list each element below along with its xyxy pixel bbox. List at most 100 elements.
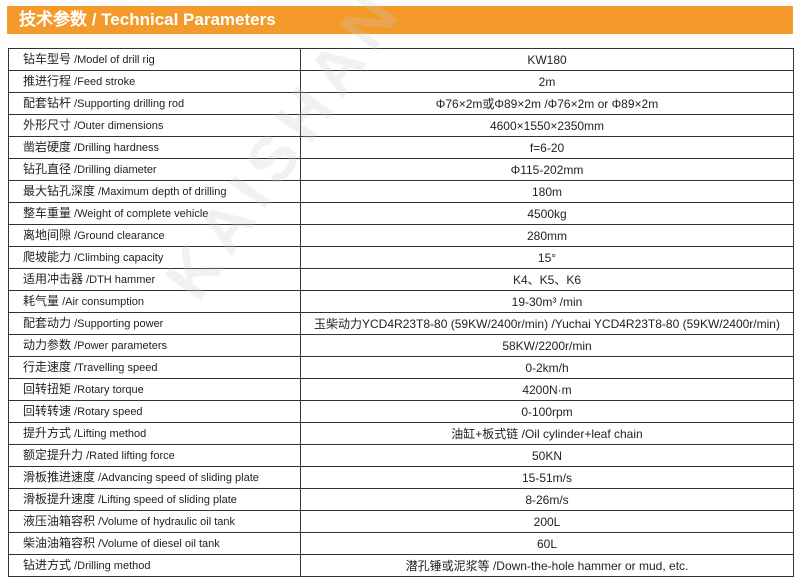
- parameter-value: Φ76×2m或Φ89×2m /Φ76×2m or Φ89×2m: [300, 92, 794, 115]
- parameter-name-zh: 钻孔直径: [23, 162, 72, 176]
- table-row: 整车重量 /Weight of complete vehicle 4500kg: [8, 202, 794, 225]
- parameter-name-en: /Feed stroke: [71, 76, 136, 88]
- parameter-value: 200L: [300, 510, 794, 533]
- table-row: 推进行程 /Feed stroke 2m: [8, 70, 794, 93]
- table-row: 钻车型号 /Model of drill rig KW180: [8, 48, 794, 71]
- parameter-name-zh: 凿岩硬度: [23, 140, 72, 154]
- parameter-name-en: /Rated lifting force: [83, 450, 175, 462]
- table-row: 外形尺寸 /Outer dimensions 4600×1550×2350mm: [8, 114, 794, 137]
- table-row: 适用冲击器 /DTH hammer K4、K5、K6: [8, 268, 794, 291]
- table-row: 滑板提升速度 /Lifting speed of sliding plate 8-…: [8, 488, 794, 511]
- parameter-name: 最大钻孔深度 /Maximum depth of drilling: [8, 180, 301, 203]
- table-row: 耗气量 /Air consumption 19-30m³ /min: [8, 290, 794, 313]
- table-row: 提升方式 /Lifting method 油缸+板式链 /Oil cylinder…: [8, 422, 794, 445]
- parameter-name-zh: 配套动力: [23, 316, 72, 330]
- table-row: 额定提升力 /Rated lifting force 50KN: [8, 444, 794, 467]
- parameter-name-en: /Rotary torque: [71, 384, 144, 396]
- parameter-value: 50KN: [300, 444, 794, 467]
- table-row: 钻孔直径 /Drilling diameter Φ115-202mm: [8, 158, 794, 181]
- parameter-name-en: /Air consumption: [59, 296, 144, 308]
- section-header: 技术参数 / Technical Parameters: [7, 6, 793, 34]
- table-row: 行走速度 /Travelling speed 0-2km/h: [8, 356, 794, 379]
- parameter-name-zh: 最大钻孔深度: [23, 184, 96, 198]
- parameter-name: 额定提升力 /Rated lifting force: [8, 444, 301, 467]
- parameter-name-zh: 适用冲击器: [23, 272, 84, 286]
- parameter-name-zh: 外形尺寸: [23, 118, 72, 132]
- parameter-value: K4、K5、K6: [300, 268, 794, 291]
- parameter-name: 行走速度 /Travelling speed: [8, 356, 301, 379]
- parameter-name-zh: 爬坡能力: [23, 250, 72, 264]
- parameter-value: 19-30m³ /min: [300, 290, 794, 313]
- parameter-name-en: /Drilling hardness: [71, 142, 160, 154]
- table-row: 爬坡能力 /Climbing capacity 15°: [8, 246, 794, 269]
- parameter-name: 推进行程 /Feed stroke: [8, 70, 301, 93]
- parameter-name-en: /Drilling diameter: [71, 164, 157, 176]
- parameter-name: 配套钻杆 /Supporting drilling rod: [8, 92, 301, 115]
- parameter-name-zh: 额定提升力: [23, 448, 84, 462]
- parameter-name-en: /Model of drill rig: [71, 54, 155, 66]
- parameter-name-zh: 钻车型号: [23, 52, 72, 66]
- parameter-value: 180m: [300, 180, 794, 203]
- table-row: 回转扭矩 /Rotary torque 4200N·m: [8, 378, 794, 401]
- parameter-name-zh: 滑板推进速度: [23, 470, 96, 484]
- parameter-value: 60L: [300, 532, 794, 555]
- parameter-name: 整车重量 /Weight of complete vehicle: [8, 202, 301, 225]
- parameter-value: 2m: [300, 70, 794, 93]
- parameter-name: 液压油箱容积 /Volume of hydraulic oil tank: [8, 510, 301, 533]
- parameter-name-zh: 配套钻杆: [23, 96, 72, 110]
- parameters-table: 钻车型号 /Model of drill rig KW180 推进行程 /Feed …: [8, 48, 794, 577]
- table-row: 配套钻杆 /Supporting drilling rod Φ76×2m或Φ89×…: [8, 92, 794, 115]
- table-row: 柴油油箱容积 /Volume of diesel oil tank 60L: [8, 532, 794, 555]
- parameter-value: 4500kg: [300, 202, 794, 225]
- parameter-name-zh: 离地间隙: [23, 228, 72, 242]
- parameter-name-en: /Advancing speed of sliding plate: [95, 472, 259, 484]
- parameter-name: 提升方式 /Lifting method: [8, 422, 301, 445]
- parameter-name-en: /Supporting power: [71, 318, 164, 330]
- parameter-name-zh: 液压油箱容积: [23, 514, 96, 528]
- parameter-value: 280mm: [300, 224, 794, 247]
- parameter-value: 8-26m/s: [300, 488, 794, 511]
- parameter-value: 玉柴动力YCD4R23T8-80 (59KW/2400r/min) /Yucha…: [300, 312, 794, 335]
- parameter-value: 15-51m/s: [300, 466, 794, 489]
- parameter-name-zh: 滑板提升速度: [23, 492, 96, 506]
- parameter-name: 回转扭矩 /Rotary torque: [8, 378, 301, 401]
- parameter-name-en: /Rotary speed: [71, 406, 143, 418]
- parameter-name-zh: 柴油油箱容积: [23, 536, 96, 550]
- parameter-name: 钻车型号 /Model of drill rig: [8, 48, 301, 71]
- parameter-name-en: /Lifting speed of sliding plate: [95, 494, 237, 506]
- table-row: 回转转速 /Rotary speed 0-100rpm: [8, 400, 794, 423]
- parameter-name: 钻孔直径 /Drilling diameter: [8, 158, 301, 181]
- parameter-name: 配套动力 /Supporting power: [8, 312, 301, 335]
- parameter-name: 外形尺寸 /Outer dimensions: [8, 114, 301, 137]
- parameter-name-zh: 提升方式: [23, 426, 72, 440]
- table-row: 凿岩硬度 /Drilling hardness f=6-20: [8, 136, 794, 159]
- parameter-value: f=6-20: [300, 136, 794, 159]
- table-row: 动力参数 /Power parameters 58KW/2200r/min: [8, 334, 794, 357]
- parameter-name-en: /Lifting method: [71, 428, 147, 440]
- table-row: 最大钻孔深度 /Maximum depth of drilling 180m: [8, 180, 794, 203]
- parameter-name: 动力参数 /Power parameters: [8, 334, 301, 357]
- parameter-name-en: /Supporting drilling rod: [71, 98, 185, 110]
- parameter-value: 4600×1550×2350mm: [300, 114, 794, 137]
- table-row: 液压油箱容积 /Volume of hydraulic oil tank 200L: [8, 510, 794, 533]
- parameter-value: 15°: [300, 246, 794, 269]
- parameter-name-en: /Volume of hydraulic oil tank: [95, 516, 236, 528]
- parameter-value: 潜孔锤或泥浆等 /Down-the-hole hammer or mud, et…: [300, 554, 794, 577]
- parameter-name: 耗气量 /Air consumption: [8, 290, 301, 313]
- parameter-name: 柴油油箱容积 /Volume of diesel oil tank: [8, 532, 301, 555]
- parameter-name-en: /Maximum depth of drilling: [95, 186, 227, 198]
- table-row: 配套动力 /Supporting power 玉柴动力YCD4R23T8-80 (…: [8, 312, 794, 335]
- parameter-name-en: /Travelling speed: [71, 362, 158, 374]
- table-row: 离地间隙 /Ground clearance 280mm: [8, 224, 794, 247]
- table-row: 滑板推进速度 /Advancing speed of sliding plate…: [8, 466, 794, 489]
- parameter-name: 爬坡能力 /Climbing capacity: [8, 246, 301, 269]
- parameter-value: 油缸+板式链 /Oil cylinder+leaf chain: [300, 422, 794, 445]
- parameter-name: 适用冲击器 /DTH hammer: [8, 268, 301, 291]
- parameter-name: 回转转速 /Rotary speed: [8, 400, 301, 423]
- parameter-name: 滑板提升速度 /Lifting speed of sliding plate: [8, 488, 301, 511]
- parameter-name-zh: 回转扭矩: [23, 382, 72, 396]
- parameter-name-zh: 钻进方式: [23, 558, 72, 572]
- table-row: 钻进方式 /Drilling method 潜孔锤或泥浆等 /Down-the-h…: [8, 554, 794, 577]
- parameter-value: Φ115-202mm: [300, 158, 794, 181]
- parameter-name: 滑板推进速度 /Advancing speed of sliding plate: [8, 466, 301, 489]
